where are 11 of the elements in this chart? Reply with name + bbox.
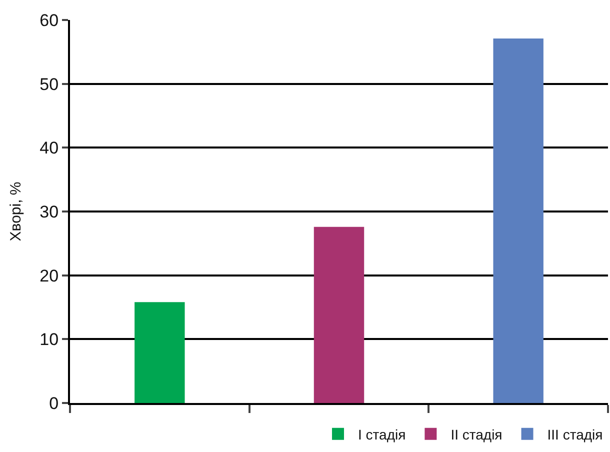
y-tick-label: 60 <box>40 10 59 30</box>
y-tick-label: 40 <box>40 138 59 158</box>
y-tick-label: 10 <box>40 330 59 350</box>
y-tick-label: 0 <box>49 394 59 413</box>
legend-label: II стадія <box>450 426 502 442</box>
y-tick-label: 50 <box>40 74 59 94</box>
y-tick-label: 30 <box>40 202 59 222</box>
y-axis-title: Хворі, % <box>7 182 24 242</box>
y-tick-label: 20 <box>40 266 59 286</box>
legend-label: III стадія <box>547 426 603 442</box>
legend-label: I стадія <box>358 426 406 442</box>
